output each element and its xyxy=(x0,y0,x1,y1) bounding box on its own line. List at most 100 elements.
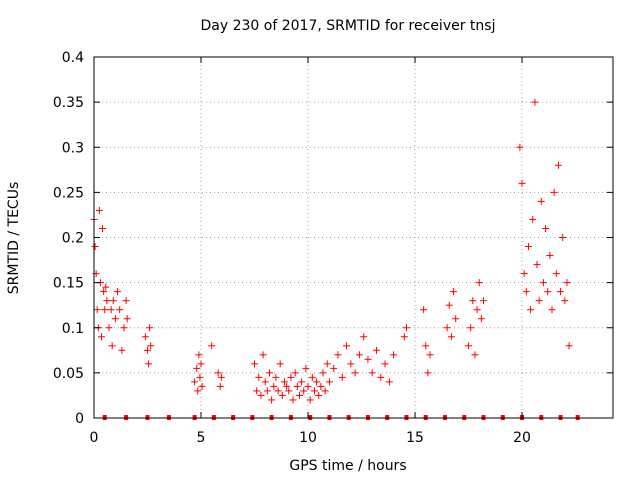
data-point xyxy=(529,215,537,223)
data-point xyxy=(289,396,297,404)
data-point xyxy=(351,369,359,377)
data-point xyxy=(120,324,128,332)
data-point xyxy=(191,378,199,386)
data-point xyxy=(306,396,314,404)
data-point xyxy=(313,378,321,386)
x-axis-label: GPS time / hours xyxy=(289,458,406,474)
data-point xyxy=(315,391,323,399)
data-point xyxy=(338,373,346,381)
data-point xyxy=(424,369,432,377)
data-point xyxy=(111,315,119,323)
data-point xyxy=(323,360,331,368)
axes xyxy=(93,56,614,419)
data-point xyxy=(548,306,556,314)
data-point xyxy=(450,288,458,296)
data-point xyxy=(285,387,293,395)
y-tick-label: 0.35 xyxy=(53,95,84,111)
data-point xyxy=(141,333,149,341)
data-point xyxy=(347,360,355,368)
data-point xyxy=(147,342,155,350)
data-point xyxy=(274,387,282,395)
x-tick-label: 0 xyxy=(90,430,99,446)
x-tick-label: 5 xyxy=(197,430,206,446)
data-point xyxy=(255,373,263,381)
data-point xyxy=(385,378,393,386)
data-point xyxy=(295,391,303,399)
x-tick-label: 20 xyxy=(513,430,531,446)
data-point xyxy=(109,297,117,305)
data-point xyxy=(251,360,259,368)
data-point xyxy=(298,378,306,386)
data-point xyxy=(99,224,107,232)
data-point xyxy=(516,143,524,151)
data-point xyxy=(467,324,475,332)
data-point xyxy=(91,243,99,251)
data-point xyxy=(105,324,113,332)
data-point xyxy=(400,333,408,341)
data-point xyxy=(293,382,301,390)
data-point xyxy=(426,351,434,359)
data-point xyxy=(108,342,116,350)
data-point xyxy=(531,98,539,106)
data-point xyxy=(537,197,545,205)
data-point xyxy=(93,306,101,314)
data-point xyxy=(280,378,288,386)
data-point xyxy=(195,351,203,359)
y-axis-label: SRMTID / TECUs xyxy=(6,182,22,295)
data-point xyxy=(381,360,389,368)
data-point xyxy=(527,306,535,314)
data-point xyxy=(452,315,460,323)
data-point xyxy=(325,378,333,386)
y-tick-label: 0.1 xyxy=(62,321,84,337)
data-point xyxy=(355,351,363,359)
y-tick-label: 0.15 xyxy=(53,276,84,292)
y-tick-label: 0.4 xyxy=(62,50,84,66)
data-point xyxy=(390,351,398,359)
data-point xyxy=(360,333,368,341)
data-point xyxy=(334,351,342,359)
data-point xyxy=(475,279,483,287)
data-point xyxy=(471,351,479,359)
data-point xyxy=(535,297,543,305)
data-point xyxy=(270,382,278,390)
data-point xyxy=(265,369,273,377)
y-tick-label: 0.25 xyxy=(53,185,84,201)
data-point xyxy=(343,342,351,350)
data-point xyxy=(368,369,376,377)
data-point xyxy=(193,364,201,372)
data-point xyxy=(420,306,428,314)
data-point xyxy=(377,373,385,381)
data-point xyxy=(373,346,381,354)
data-point xyxy=(114,288,122,296)
data-point xyxy=(308,373,316,381)
data-point xyxy=(546,252,554,260)
data-point xyxy=(524,243,532,251)
data-point xyxy=(118,346,126,354)
tick-labels: 0 0.05 0.1 0.15 0.2 0.25 0.3 0.35 0.4 0 5 10 15 20 xyxy=(53,50,531,446)
data-point xyxy=(465,342,473,350)
data-point xyxy=(518,179,526,187)
data-point xyxy=(95,206,103,214)
data-point xyxy=(116,306,124,314)
data-point xyxy=(473,306,481,314)
data-point xyxy=(445,301,453,309)
data-point xyxy=(261,378,269,386)
data-point xyxy=(480,297,488,305)
data-point xyxy=(268,396,276,404)
data-point xyxy=(304,382,312,390)
x-tick-label: 15 xyxy=(406,430,424,446)
data-point xyxy=(283,382,291,390)
data-point xyxy=(196,373,204,381)
data-point xyxy=(522,288,530,296)
data-point xyxy=(257,391,265,399)
data-point xyxy=(554,161,562,169)
y-tick-label: 0.05 xyxy=(53,366,84,382)
data-point xyxy=(544,288,552,296)
data-point xyxy=(217,373,225,381)
data-point xyxy=(287,373,295,381)
data-point xyxy=(469,297,477,305)
data-point xyxy=(259,351,267,359)
data-point xyxy=(319,369,327,377)
